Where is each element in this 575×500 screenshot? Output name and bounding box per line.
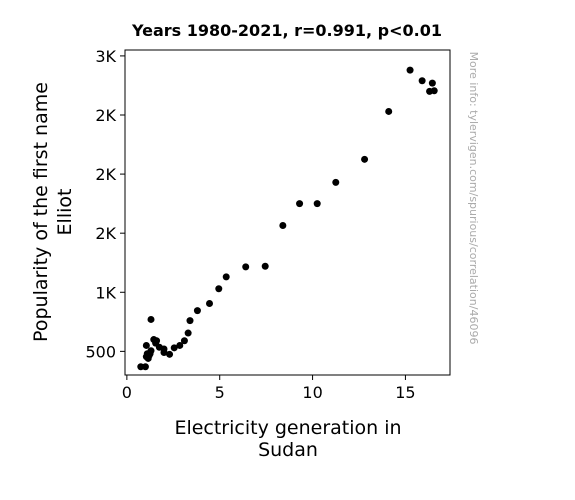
- x-axis-label-line-2: Sudan: [258, 439, 318, 461]
- data-point: [361, 155, 369, 163]
- data-point: [170, 344, 178, 352]
- data-point: [180, 337, 188, 345]
- data-point: [261, 262, 269, 270]
- data-point: [141, 363, 149, 371]
- x-tick-label: 5: [215, 383, 225, 402]
- data-point: [176, 341, 184, 349]
- x-axis-label-line-1: Electricity generation in: [174, 417, 401, 439]
- y-tick-label: 3K: [95, 47, 116, 66]
- axis-ticks: 0 5 10 15 500 1K 2K 2K 2K 3K: [85, 47, 415, 402]
- data-point: [279, 222, 287, 229]
- data-point: [385, 107, 393, 115]
- x-tick-label: 15: [395, 383, 415, 402]
- data-point: [206, 300, 213, 307]
- y-tick-label: 1K: [95, 283, 116, 302]
- plot-frame: [124, 49, 451, 376]
- data-point: [193, 307, 201, 315]
- data-point: [313, 200, 321, 208]
- data-point: [430, 87, 438, 95]
- y-tick-label: 2K: [95, 165, 116, 184]
- data-point: [296, 200, 304, 208]
- data-point: [147, 315, 155, 323]
- data-point: [428, 79, 436, 87]
- data-point: [215, 285, 223, 293]
- watermark-text: More info: tylervigen.com/spurious/corre…: [467, 52, 480, 345]
- y-axis-label-line-2: Elliot: [54, 189, 76, 236]
- x-tick-label: 0: [122, 383, 132, 402]
- y-tick-label: 2K: [95, 224, 116, 243]
- data-point: [153, 337, 161, 345]
- data-point: [160, 349, 168, 357]
- chart-title: Years 1980-2021, r=0.991, p<0.01: [131, 21, 442, 40]
- x-tick-label: 10: [302, 383, 322, 402]
- data-point: [418, 77, 426, 85]
- y-axis-label-line-1: Popularity of the first name: [30, 82, 52, 342]
- data-point: [222, 273, 230, 281]
- data-point: [166, 350, 174, 358]
- y-tick-label: 2K: [95, 106, 116, 125]
- data-point: [142, 341, 150, 349]
- data-point: [184, 329, 192, 337]
- data-point: [332, 178, 340, 186]
- data-points: [137, 66, 438, 371]
- data-point: [242, 263, 250, 271]
- y-tick-label: 500: [85, 342, 116, 361]
- data-point: [186, 317, 194, 325]
- data-point: [147, 347, 155, 355]
- data-point: [406, 66, 414, 74]
